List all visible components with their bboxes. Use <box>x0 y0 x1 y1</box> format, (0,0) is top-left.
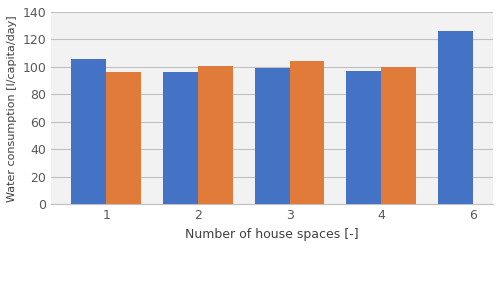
Bar <box>163 72 198 204</box>
Y-axis label: Water consumption [l/capita/day]: Water consumption [l/capita/day] <box>7 15 17 202</box>
X-axis label: Number of house spaces [-]: Number of house spaces [-] <box>186 228 359 241</box>
Bar <box>106 72 141 204</box>
Bar <box>346 71 382 204</box>
Bar <box>254 68 290 204</box>
Bar <box>382 67 416 204</box>
Bar <box>438 31 473 204</box>
Bar <box>290 61 324 204</box>
Bar <box>72 59 106 204</box>
Bar <box>198 66 232 204</box>
